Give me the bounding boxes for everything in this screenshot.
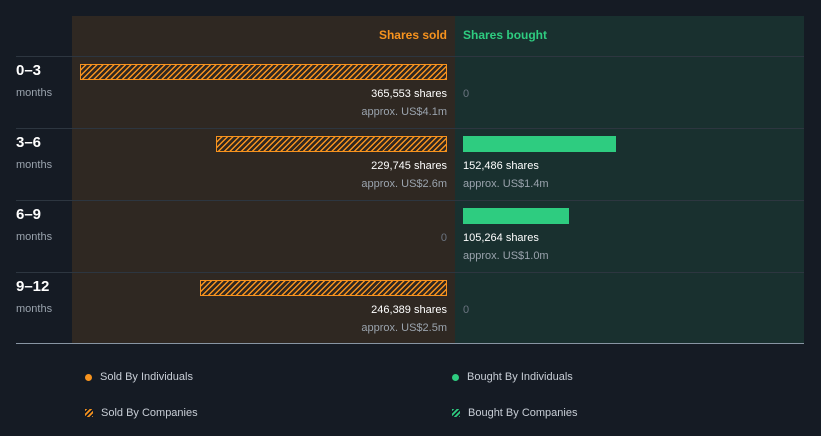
period-label: 0–3 <box>16 62 42 79</box>
bought-zero-label: 0 <box>463 88 470 100</box>
legend-item: Sold By Individuals <box>85 371 193 383</box>
bought-by-individuals-bar <box>463 136 617 152</box>
legend-hatch-icon <box>85 409 93 417</box>
period-unit: months <box>16 159 53 171</box>
row-separator <box>16 200 804 201</box>
period-label: 9–12 <box>16 278 50 295</box>
sold-shares-label: 229,745 shares <box>371 160 447 172</box>
legend-label: Bought By Companies <box>468 407 578 419</box>
bought-shares-label: 105,264 shares <box>463 232 539 244</box>
chart-baseline <box>16 343 804 344</box>
period-unit: months <box>16 303 53 315</box>
bought-value-label: approx. US$1.0m <box>463 250 549 262</box>
bought-column-background <box>455 16 804 343</box>
sold-header: Shares sold <box>378 28 447 42</box>
sold-shares-label: 246,389 shares <box>371 304 447 316</box>
sold-shares-label: 365,553 shares <box>371 88 447 100</box>
legend-item: Bought By Individuals <box>452 371 573 383</box>
sold-value-label: approx. US$2.6m <box>361 178 447 190</box>
row-separator <box>16 272 804 273</box>
legend-item: Bought By Companies <box>452 407 577 419</box>
sold-by-companies-bar <box>199 280 447 296</box>
row-separator <box>16 56 804 57</box>
bought-shares-label: 152,486 shares <box>463 160 539 172</box>
legend-dot-icon <box>452 373 459 381</box>
sold-value-label: approx. US$4.1m <box>361 106 447 118</box>
sold-by-companies-bar <box>216 136 447 152</box>
legend-label: Bought By Individuals <box>467 371 573 383</box>
bought-value-label: approx. US$1.4m <box>463 178 549 190</box>
period-unit: months <box>16 87 53 99</box>
row-separator <box>16 128 804 129</box>
bought-by-individuals-bar <box>463 208 569 224</box>
bought-header: Shares bought <box>463 28 548 42</box>
legend-item: Sold By Companies <box>85 407 198 419</box>
legend-label: Sold By Individuals <box>100 371 193 383</box>
sold-value-label: approx. US$2.5m <box>361 322 447 334</box>
bought-zero-label: 0 <box>463 304 470 316</box>
legend-hatch-icon <box>452 409 460 417</box>
legend-dot-icon <box>85 373 92 381</box>
sold-zero-label: 0 <box>440 232 447 244</box>
sold-by-companies-bar <box>80 64 447 80</box>
period-label: 3–6 <box>16 134 42 151</box>
legend-label: Sold By Companies <box>101 407 198 419</box>
period-label: 6–9 <box>16 206 42 223</box>
period-unit: months <box>16 231 53 243</box>
